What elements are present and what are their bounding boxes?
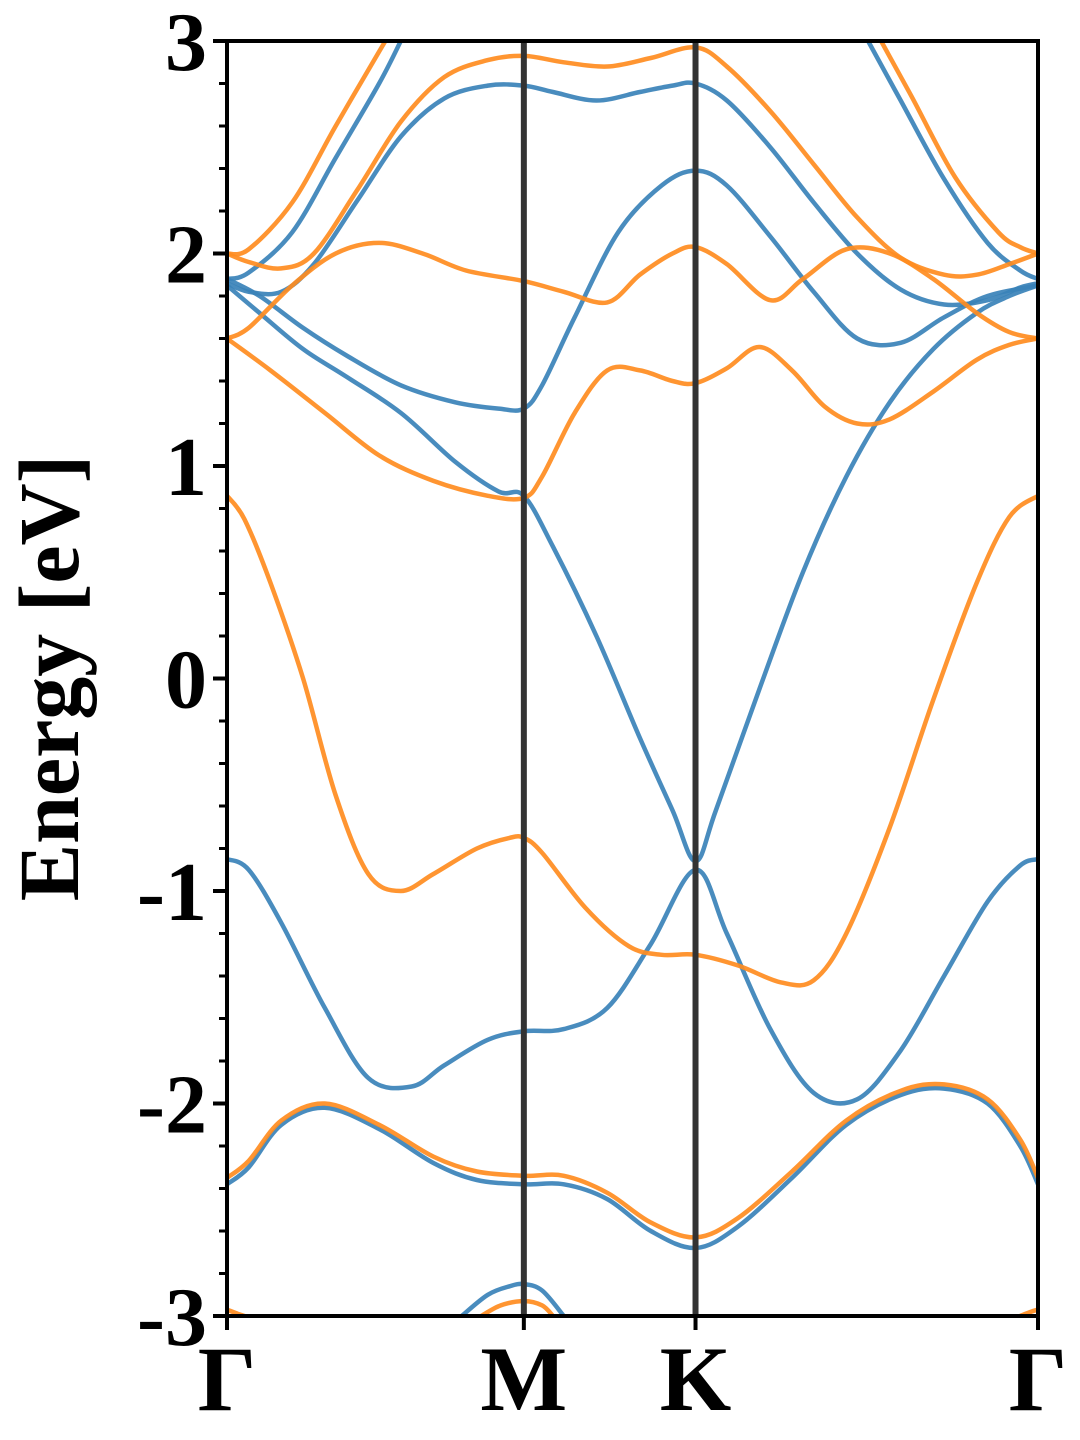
k-point-label-2: K (660, 1328, 732, 1430)
y-axis-ticks (213, 39, 1040, 1330)
y-tick-label-6: -3 (137, 1271, 207, 1364)
orange-band-8 (227, 493, 1038, 988)
orange-band-9 (227, 336, 1038, 502)
blue-band-5 (227, 856, 1038, 1106)
orange-band-12 (227, 41, 388, 257)
blue-band-7 (459, 1281, 567, 1316)
k-point-label-3: Γ (1009, 1328, 1068, 1430)
orange-band-13 (878, 41, 1038, 256)
y-axis-label: Energy [eV] (1, 455, 97, 902)
band-lines (227, 41, 1038, 1316)
y-tick-label-5: -2 (137, 1059, 207, 1152)
orange-band-10 (227, 240, 1038, 341)
blue-band-4 (865, 41, 1038, 282)
orange-band-11 (227, 45, 1038, 279)
y-tick-label-3: 0 (165, 634, 207, 727)
plot-frame (225, 39, 1040, 1318)
orange-band-14 (227, 1081, 1038, 1240)
y-tick-label-0: 3 (165, 0, 207, 89)
orange-band-15 (479, 1298, 556, 1316)
high-symmetry-lines (520, 41, 699, 1316)
blue-band-6 (227, 1085, 1038, 1251)
blue-band-0 (227, 283, 1038, 864)
y-axis-tick-labels: 3 2 1 0 -1 -2 -3 (137, 0, 207, 1364)
k-point-label-1: M (480, 1328, 567, 1430)
k-point-label-0: Γ (198, 1328, 257, 1430)
blue-band-3 (227, 41, 404, 282)
y-tick-label-1: 2 (165, 209, 207, 302)
y-tick-label-2: 1 (165, 421, 207, 514)
blue-band-1 (227, 168, 1038, 413)
blue-band-2 (227, 80, 1038, 308)
y-tick-label-4: -1 (137, 846, 207, 939)
